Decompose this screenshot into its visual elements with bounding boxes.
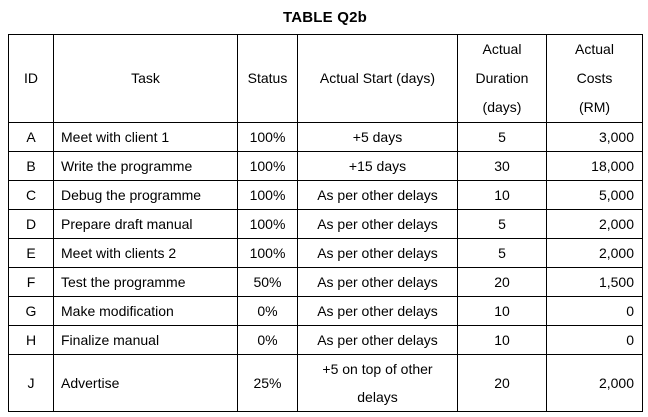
cell-task: Meet with client 1 (53, 122, 238, 152)
cell-duration: 30 (457, 151, 547, 181)
cell-status: 50% (237, 267, 298, 297)
cell-task: Debug the programme (53, 180, 238, 210)
cell-costs: 2,000 (546, 354, 643, 412)
cell-costs: 5,000 (546, 180, 643, 210)
table-row: B Write the programme 100% +15 days 30 1… (8, 151, 643, 181)
cell-start: As per other delays (297, 180, 458, 210)
cell-id: C (8, 180, 54, 210)
cell-id: B (8, 151, 54, 181)
cell-start: As per other delays (297, 325, 458, 355)
cell-costs: 18,000 (546, 151, 643, 181)
cell-duration: 10 (457, 325, 547, 355)
cell-task: Finalize manual (53, 325, 238, 355)
cell-duration: 10 (457, 180, 547, 210)
cell-start: As per other delays (297, 238, 458, 268)
col-header-id: ID (8, 34, 54, 123)
cell-status: 100% (237, 122, 298, 152)
cell-start: +5 days (297, 122, 458, 152)
cell-costs: 3,000 (546, 122, 643, 152)
cell-duration: 10 (457, 296, 547, 326)
cell-task: Test the programme (53, 267, 238, 297)
table-q2b: ID Task Status Actual Start (days) Actua… (8, 34, 643, 412)
cell-duration: 5 (457, 238, 547, 268)
cell-costs: 0 (546, 325, 643, 355)
cell-task: Advertise (53, 354, 238, 412)
cell-costs: 0 (546, 296, 643, 326)
table-row: J Advertise 25% +5 on top of other delay… (8, 354, 643, 412)
cell-costs: 1,500 (546, 267, 643, 297)
table-row: C Debug the programme 100% As per other … (8, 180, 643, 210)
cell-duration: 20 (457, 267, 547, 297)
cell-costs: 2,000 (546, 238, 643, 268)
cell-start: As per other delays (297, 296, 458, 326)
cell-status: 0% (237, 296, 298, 326)
table-row: D Prepare draft manual 100% As per other… (8, 209, 643, 239)
cell-task: Prepare draft manual (53, 209, 238, 239)
cell-start: As per other delays (297, 209, 458, 239)
col-header-status: Status (237, 34, 298, 123)
header-row: ID Task Status Actual Start (days) Actua… (8, 34, 643, 123)
cell-id: G (8, 296, 54, 326)
cell-id: H (8, 325, 54, 355)
cell-status: 100% (237, 238, 298, 268)
cell-start: +5 on top of other delays (297, 354, 458, 412)
table-row: E Meet with clients 2 100% As per other … (8, 238, 643, 268)
cell-id: D (8, 209, 54, 239)
cell-status: 100% (237, 209, 298, 239)
table-row: A Meet with client 1 100% +5 days 5 3,00… (8, 122, 643, 152)
cell-costs: 2,000 (546, 209, 643, 239)
cell-task: Make modification (53, 296, 238, 326)
cell-id: A (8, 122, 54, 152)
table-row: G Make modification 0% As per other dela… (8, 296, 643, 326)
col-header-duration: Actual Duration (days) (457, 34, 547, 123)
cell-status: 100% (237, 180, 298, 210)
cell-status: 25% (237, 354, 298, 412)
cell-start: +15 days (297, 151, 458, 181)
cell-id: F (8, 267, 54, 297)
col-header-task: Task (53, 34, 238, 123)
table-row: F Test the programme 50% As per other de… (8, 267, 643, 297)
table-title: TABLE Q2b (282, 9, 368, 26)
table-row: H Finalize manual 0% As per other delays… (8, 325, 643, 355)
cell-start: As per other delays (297, 267, 458, 297)
col-header-costs: Actual Costs (RM) (546, 34, 643, 123)
cell-duration: 5 (457, 122, 547, 152)
cell-id: J (8, 354, 54, 412)
cell-duration: 20 (457, 354, 547, 412)
cell-status: 0% (237, 325, 298, 355)
col-header-start: Actual Start (days) (297, 34, 458, 123)
cell-task: Meet with clients 2 (53, 238, 238, 268)
cell-task: Write the programme (53, 151, 238, 181)
cell-duration: 5 (457, 209, 547, 239)
cell-status: 100% (237, 151, 298, 181)
cell-id: E (8, 238, 54, 268)
